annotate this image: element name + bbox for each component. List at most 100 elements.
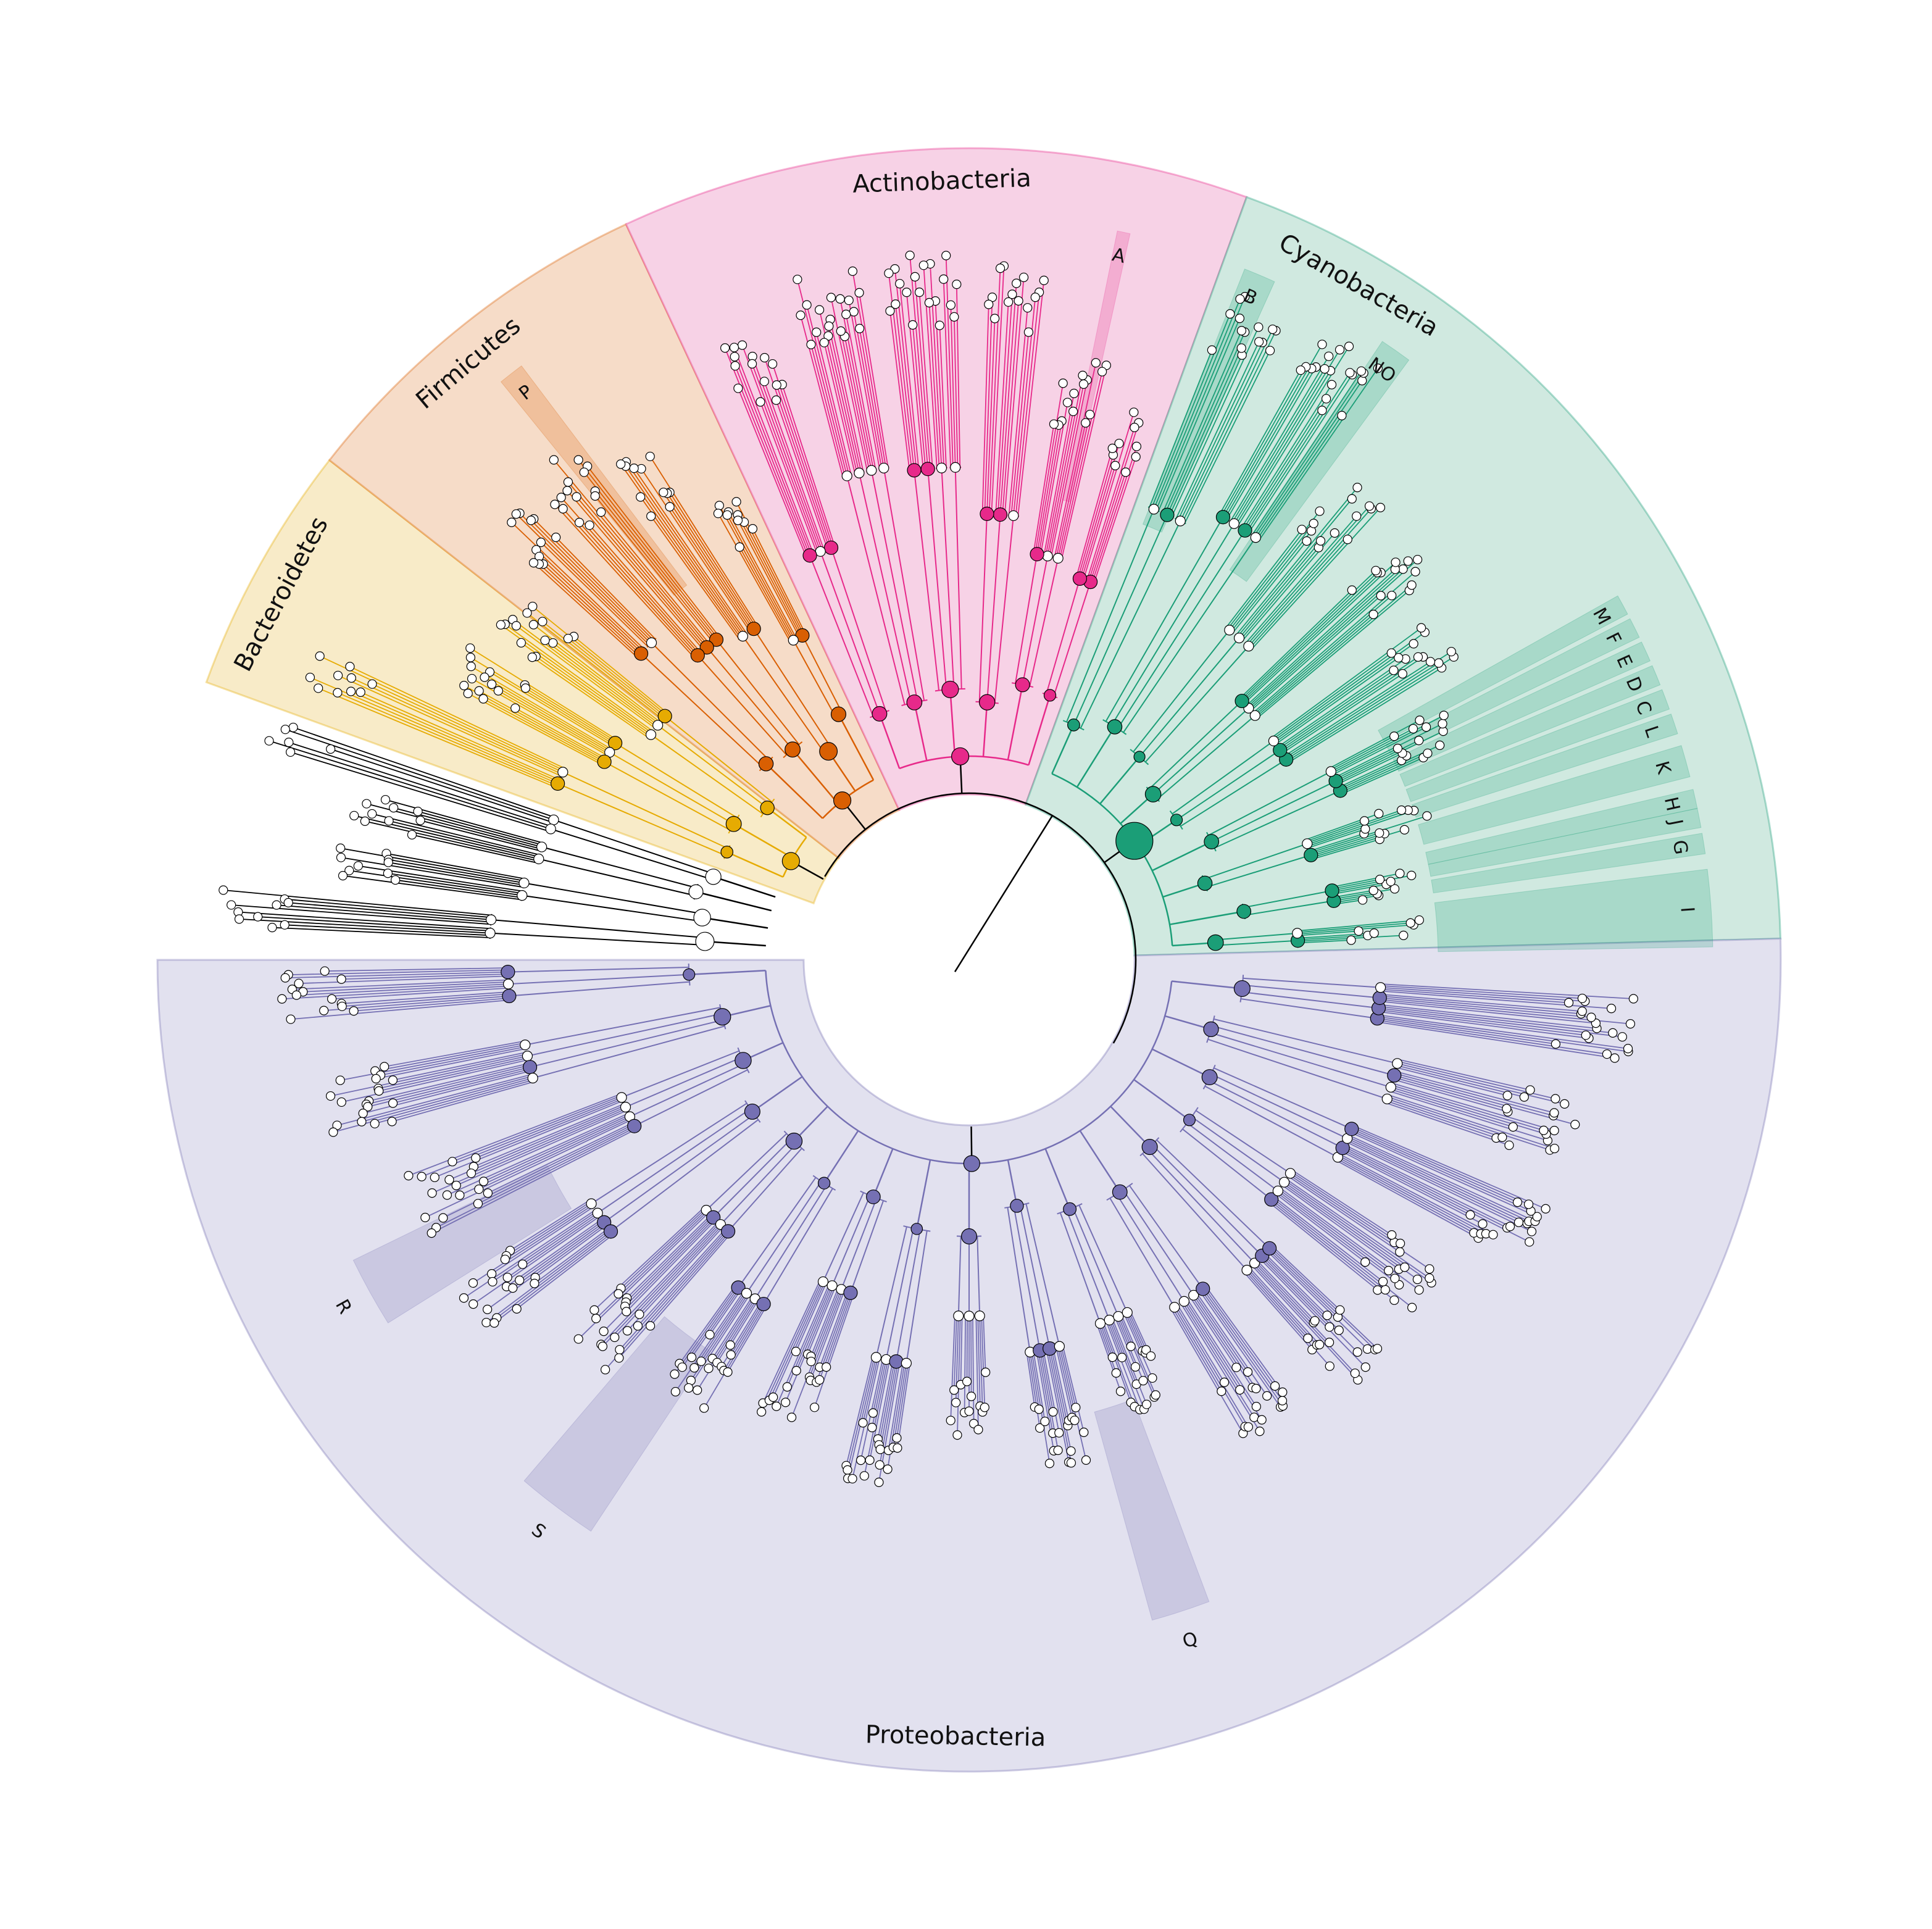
- leaf-branch: [1329, 720, 1420, 769]
- leaf-branch: [1251, 1265, 1359, 1380]
- leaf-node: [596, 507, 606, 517]
- leaf-branch: [288, 741, 552, 827]
- leaf-branch: [1241, 384, 1333, 528]
- leaf-node: [1130, 422, 1139, 433]
- leaf-node: [1549, 1143, 1560, 1154]
- leaf-node: [973, 1425, 983, 1435]
- leaf-node: [451, 1180, 461, 1191]
- leaf-branch: [1054, 362, 1097, 558]
- leaf-branch: [1346, 1139, 1519, 1223]
- leaf-node: [1564, 998, 1574, 1007]
- leaf-branch: [728, 512, 797, 639]
- leaf-node: [885, 306, 895, 316]
- branch-line: [822, 1192, 864, 1282]
- leaf-branch: [1004, 277, 1025, 515]
- leaf-branch: [302, 981, 509, 993]
- leaf-branch: [467, 693, 603, 766]
- branch-line: [1139, 637, 1240, 757]
- leaf-branch: [795, 1283, 827, 1352]
- leaf-branch: [796, 1285, 833, 1371]
- leaf-branch: [380, 1046, 526, 1076]
- leaf-branch: [1110, 1319, 1137, 1385]
- leaf-branch: [602, 1223, 720, 1347]
- leaf-node: [336, 852, 346, 862]
- leaf-branch: [1262, 1255, 1358, 1353]
- leaf-branch: [285, 971, 508, 979]
- leaf-branch: [425, 1119, 632, 1219]
- leaf-node: [1403, 556, 1413, 566]
- leaf-branch: [1297, 935, 1368, 941]
- leaf-branch: [852, 271, 887, 468]
- leaf-node: [1412, 1274, 1422, 1285]
- leaf-branch: [1252, 1264, 1355, 1374]
- leaf-branch: [330, 748, 553, 823]
- internal-node: [720, 846, 733, 859]
- branch-line: [1244, 900, 1334, 916]
- leaf-node: [1062, 398, 1073, 407]
- branch-stem: [916, 1159, 931, 1230]
- leaf-branch: [1170, 1309, 1244, 1434]
- branch-line: [1022, 556, 1049, 685]
- leaf-node: [1262, 1391, 1272, 1401]
- internal-node: [758, 756, 774, 772]
- branch-line: [604, 1114, 755, 1223]
- leaf-branch: [760, 1280, 822, 1412]
- leaf-node: [1389, 731, 1399, 741]
- leaf-branch: [1378, 1007, 1623, 1038]
- leaf-node: [1345, 368, 1355, 378]
- branch-line: [746, 1181, 822, 1294]
- leaf-node: [1296, 365, 1305, 375]
- leaf-node: [854, 288, 864, 298]
- leaf-branch: [1352, 1127, 1529, 1205]
- leaf-branch: [845, 314, 876, 470]
- leaf-node: [1347, 585, 1357, 595]
- leaf-branch: [988, 268, 1001, 514]
- phylum-root-node: [833, 791, 852, 810]
- leaf-node: [699, 1403, 709, 1413]
- leaf-node: [374, 1086, 384, 1096]
- branch-line: [1172, 740, 1275, 815]
- branch-line: [712, 1138, 793, 1218]
- leaf-node: [1407, 1302, 1417, 1312]
- internal-node: [1392, 1058, 1403, 1069]
- leaf-node: [573, 455, 583, 465]
- leaf-branch: [487, 1223, 606, 1310]
- leaf-branch: [669, 506, 752, 631]
- leaf-node: [1278, 1387, 1288, 1397]
- leaf-node: [1422, 811, 1432, 821]
- leaf-branch: [449, 1105, 625, 1181]
- branch-line: [1215, 932, 1297, 941]
- leaf-branch: [827, 336, 860, 473]
- leaf-branch: [1273, 1196, 1384, 1282]
- leaf-branch: [1049, 1348, 1072, 1451]
- leaf-node: [1337, 410, 1347, 420]
- leaf-branch: [1270, 1200, 1395, 1301]
- leaf-node: [522, 608, 532, 618]
- leaf-branch: [1331, 878, 1380, 890]
- leaf-node: [367, 679, 377, 689]
- leaf-branch: [473, 1215, 601, 1305]
- leaf-branch: [1191, 1296, 1253, 1388]
- leaf-node: [1053, 1445, 1063, 1456]
- leaf-branch: [1047, 375, 1083, 556]
- branch-line: [1212, 1025, 1395, 1077]
- leaf-branch: [1105, 1321, 1141, 1410]
- leaf-branch: [372, 683, 564, 773]
- leaf-node: [874, 1477, 884, 1487]
- leaf-branch: [1272, 652, 1392, 740]
- leaf-branch: [1393, 1078, 1509, 1112]
- leaf-branch: [1310, 833, 1385, 857]
- leaf-branch: [1334, 894, 1379, 903]
- leaf-node: [1354, 926, 1364, 936]
- leaf-branch: [641, 468, 751, 632]
- branch-line: [1128, 1185, 1204, 1289]
- internal-node: [1285, 1168, 1296, 1179]
- branch-line: [875, 1227, 907, 1358]
- leaf-branch: [1349, 1131, 1538, 1217]
- leaf-branch: [1244, 410, 1323, 531]
- internal-node: [1067, 719, 1080, 731]
- leaf-node: [444, 1175, 454, 1185]
- leaf-branch: [633, 468, 747, 634]
- leaf-branch: [349, 870, 522, 896]
- branch-line: [793, 640, 836, 717]
